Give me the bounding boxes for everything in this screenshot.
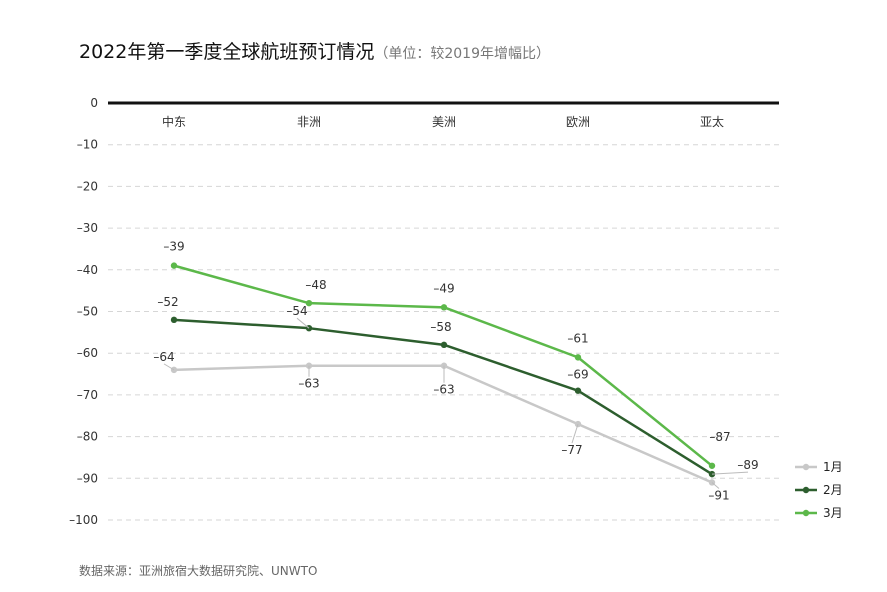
series-lines xyxy=(170,262,716,486)
data-label: –63 xyxy=(298,377,319,391)
legend-swatch-marker xyxy=(802,486,810,494)
data-label-leader xyxy=(571,423,579,444)
y-tick-label: –80 xyxy=(77,430,98,444)
data-point xyxy=(708,462,716,469)
data-point xyxy=(574,354,582,361)
x-category-label: 美洲 xyxy=(432,115,456,129)
category-labels: 中东 非洲 美洲 欧洲 亚太 xyxy=(162,114,724,129)
chart-title: 2022年第一季度全球航班预订情况（单位：较2019年增幅比） xyxy=(79,37,550,64)
data-label-leader xyxy=(711,482,720,489)
y-tick-label: –60 xyxy=(77,346,98,360)
y-tick-label: –70 xyxy=(77,388,98,402)
x-category-label: 欧洲 xyxy=(566,115,590,129)
legend-swatch-marker xyxy=(802,463,810,471)
data-label: –48 xyxy=(305,278,326,292)
y-tick-label: 0 xyxy=(90,96,98,110)
data-point xyxy=(440,341,448,349)
data-label: –58 xyxy=(430,320,451,334)
data-point xyxy=(305,299,313,307)
data-point xyxy=(440,304,448,311)
data-label: –87 xyxy=(709,430,730,444)
data-label: –89 xyxy=(737,458,758,472)
x-category-label: 非洲 xyxy=(297,115,321,129)
data-label: –61 xyxy=(567,331,588,345)
y-tick-label: –90 xyxy=(77,471,98,485)
y-tick-label: –30 xyxy=(77,221,98,235)
data-label-leader xyxy=(296,317,310,329)
y-tick-label: –100 xyxy=(69,513,98,527)
y-axis-ticks: 0 –10 –20 –30 –40 –50 –60 –70 –80 –90 –100 xyxy=(69,96,98,527)
legend-label: 2月 xyxy=(823,483,843,497)
data-label-leader xyxy=(711,471,749,475)
data-label: –91 xyxy=(708,488,729,502)
chart-subtitle: （单位：较2019年增幅比） xyxy=(374,46,550,62)
x-category-label: 亚太 xyxy=(700,114,724,129)
legend-swatch-marker xyxy=(802,509,810,517)
data-label: –77 xyxy=(561,443,582,457)
y-tick-label: –40 xyxy=(77,263,98,277)
y-tick-label: –50 xyxy=(77,305,98,319)
data-point xyxy=(574,420,582,428)
legend-label: 3月 xyxy=(823,506,843,520)
x-category-label: 中东 xyxy=(162,114,186,129)
y-tick-label: –20 xyxy=(77,179,98,193)
data-point xyxy=(440,362,448,369)
data-point xyxy=(305,362,313,369)
data-label: –39 xyxy=(163,240,184,254)
data-label: –63 xyxy=(433,383,454,397)
chart-title-main: 2022年第一季度全球航班预订情况 xyxy=(79,41,375,63)
source-note: 数据来源：亚洲旅宿大数据研究院、UNWTO xyxy=(79,564,318,578)
data-point xyxy=(574,387,582,394)
data-label: –49 xyxy=(433,281,454,295)
y-tick-label: –10 xyxy=(77,138,98,152)
gridlines xyxy=(108,101,779,521)
data-label: –69 xyxy=(567,368,588,382)
data-label-leader xyxy=(163,363,175,371)
data-point xyxy=(170,316,178,324)
data-label: –64 xyxy=(153,350,174,364)
data-label: –54 xyxy=(286,304,307,318)
legend: 1月 2月 3月 xyxy=(795,460,843,520)
legend-label: 1月 xyxy=(823,460,843,474)
data-labels: –64 –63 –63 –77 –91 –52 –54 –58 –69 –89 –39 –48 –49 –… xyxy=(153,240,758,503)
data-point xyxy=(170,262,178,269)
data-label: –52 xyxy=(157,295,178,309)
